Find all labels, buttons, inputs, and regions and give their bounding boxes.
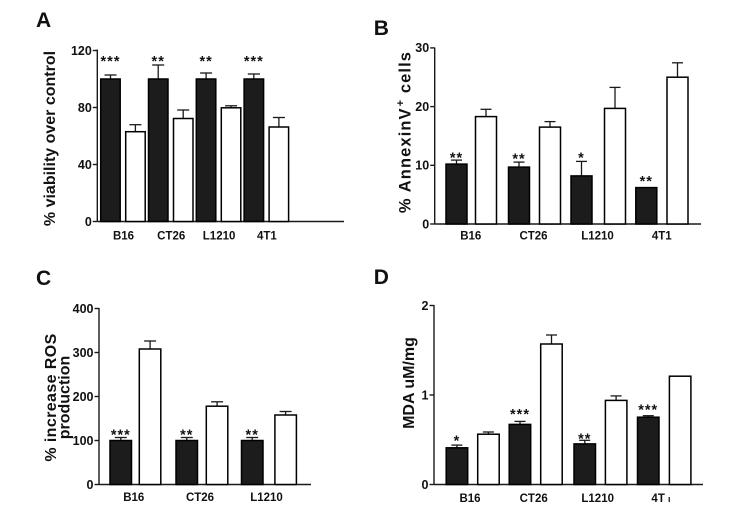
svg-text:A: A — [36, 9, 51, 32]
svg-text:120: 120 — [71, 44, 92, 58]
svg-text:MDA uM/mg: MDA uM/mg — [401, 337, 418, 429]
svg-text:production: production — [57, 356, 74, 440]
svg-text:B16: B16 — [113, 231, 134, 243]
svg-text:L1210: L1210 — [250, 492, 283, 504]
svg-text:**: ** — [246, 428, 259, 444]
svg-text:CT26: CT26 — [519, 231, 547, 243]
svg-text:0: 0 — [422, 478, 429, 492]
svg-text:0: 0 — [422, 217, 429, 231]
svg-text:**: ** — [199, 54, 212, 70]
svg-text:2: 2 — [422, 299, 429, 313]
svg-text:***: *** — [244, 54, 264, 70]
svg-text:CT26: CT26 — [520, 493, 548, 505]
svg-text:B16: B16 — [123, 492, 144, 504]
svg-text:400: 400 — [73, 302, 94, 316]
svg-text:**: ** — [450, 151, 463, 167]
svg-text:30: 30 — [415, 41, 429, 55]
svg-text:4T1: 4T1 — [257, 231, 277, 243]
svg-text:D: D — [374, 266, 389, 289]
svg-text:L1210: L1210 — [581, 493, 614, 505]
svg-text:CT26: CT26 — [186, 492, 214, 504]
svg-text:% viability over control: % viability over control — [42, 51, 59, 226]
svg-text:**: ** — [180, 428, 193, 444]
svg-text:***: *** — [111, 428, 131, 444]
svg-text:100: 100 — [73, 434, 94, 448]
svg-text:200: 200 — [73, 390, 94, 404]
svg-text:0: 0 — [85, 215, 92, 229]
svg-text:40: 40 — [78, 158, 92, 172]
svg-text:80: 80 — [78, 101, 92, 115]
svg-text:% increase ROS: % increase ROS — [43, 333, 60, 461]
svg-text:***: *** — [101, 54, 121, 70]
svg-text:CT26: CT26 — [157, 231, 185, 243]
svg-text:**: ** — [152, 54, 165, 70]
svg-text:**: ** — [640, 174, 653, 190]
svg-text:**: ** — [512, 152, 525, 168]
svg-text:B16: B16 — [459, 493, 480, 505]
svg-text:B: B — [374, 17, 389, 40]
svg-text:4T1: 4T1 — [652, 231, 672, 243]
svg-text:***: *** — [638, 402, 658, 418]
svg-text:L1210: L1210 — [203, 231, 236, 243]
svg-text:C: C — [36, 267, 51, 290]
svg-text:0: 0 — [87, 478, 94, 492]
svg-text:1: 1 — [422, 388, 429, 402]
svg-text:300: 300 — [73, 346, 94, 360]
svg-text:20: 20 — [415, 100, 429, 114]
svg-text:*: * — [454, 434, 461, 450]
svg-text:B16: B16 — [460, 231, 481, 243]
svg-text:**: ** — [578, 431, 591, 447]
svg-text:4T ι: 4T ι — [651, 493, 671, 505]
svg-text:L1210: L1210 — [581, 231, 614, 243]
svg-text:10: 10 — [415, 159, 429, 173]
svg-text:% AnnexinV+ cells: % AnnexinV+ cells — [395, 51, 415, 213]
svg-text:***: *** — [510, 407, 530, 423]
svg-text:*: * — [578, 151, 585, 167]
